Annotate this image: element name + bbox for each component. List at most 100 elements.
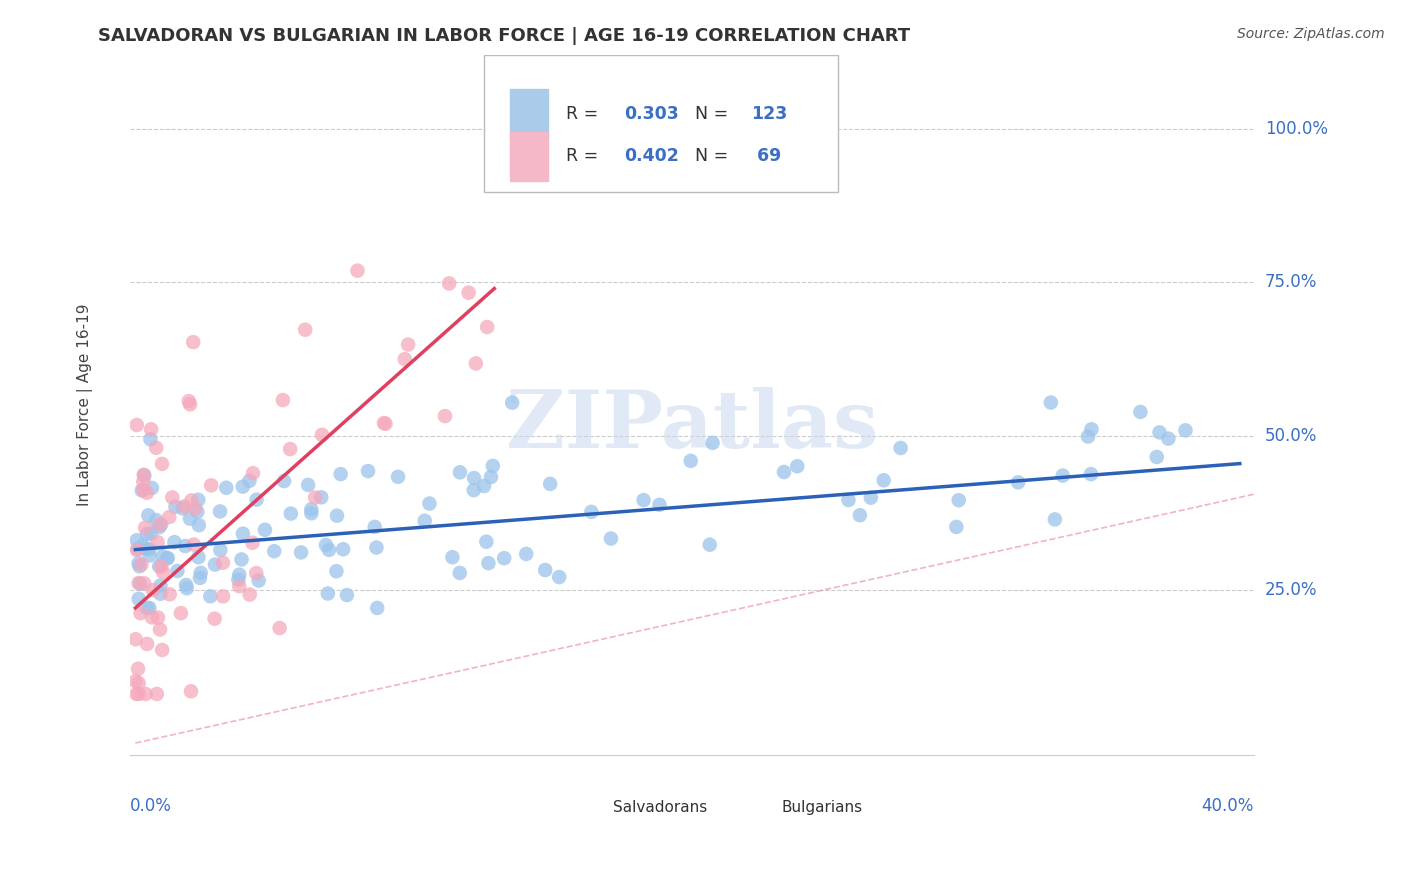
Text: In Labor Force | Age 16-19: In Labor Force | Age 16-19 (77, 304, 93, 507)
Point (433, 409, 456, 423)
Point (948, 493, 970, 508)
Point (316, 586, 339, 600)
Point (269, 621, 291, 635)
Point (136, 508, 159, 523)
Point (141, 481, 163, 495)
Point (271, 393, 294, 408)
FancyBboxPatch shape (484, 55, 838, 192)
Point (837, 493, 859, 508)
Point (472, 479, 495, 493)
Point (859, 491, 882, 505)
Point (290, 545, 312, 559)
Point (326, 508, 349, 523)
Point (159, 587, 181, 601)
Point (373, 416, 395, 430)
Point (581, 505, 603, 519)
Point (162, 491, 184, 505)
Point (786, 459, 808, 474)
Point (170, 606, 193, 620)
Point (125, 543, 148, 558)
Point (125, 417, 148, 432)
Point (332, 542, 354, 557)
Point (773, 465, 796, 479)
Point (128, 687, 150, 701)
Point (309, 491, 332, 505)
Point (200, 590, 222, 604)
Point (1039, 395, 1062, 409)
Point (179, 397, 201, 411)
Point (152, 549, 174, 564)
Text: 0.402: 0.402 (624, 147, 679, 166)
Point (1052, 468, 1074, 483)
Point (336, 588, 359, 602)
Point (152, 565, 174, 579)
Point (366, 601, 388, 615)
Point (231, 552, 253, 566)
Point (179, 511, 201, 525)
Point (132, 467, 155, 482)
Point (501, 395, 523, 409)
Point (449, 466, 471, 480)
Point (149, 578, 172, 592)
Point (475, 534, 498, 549)
Point (136, 637, 159, 651)
Point (357, 464, 380, 478)
Point (134, 468, 156, 483)
Point (679, 454, 702, 468)
Point (633, 493, 655, 508)
Point (139, 422, 162, 436)
Point (304, 491, 326, 505)
Point (699, 538, 721, 552)
Point (1043, 512, 1066, 526)
Point (172, 501, 194, 516)
FancyBboxPatch shape (510, 132, 548, 181)
Point (387, 470, 409, 484)
Point (1174, 423, 1197, 437)
Point (128, 576, 150, 591)
Point (437, 277, 460, 291)
Point (228, 567, 250, 582)
Point (180, 684, 202, 698)
Point (418, 497, 440, 511)
Point (165, 500, 187, 514)
Point (315, 538, 337, 552)
Point (138, 549, 160, 563)
Point (253, 523, 276, 537)
Point (238, 474, 260, 488)
Point (273, 474, 295, 488)
Text: 100.0%: 100.0% (1265, 120, 1327, 138)
Point (204, 612, 226, 626)
Point (174, 578, 197, 592)
Point (648, 498, 671, 512)
Point (174, 539, 197, 553)
Point (142, 583, 165, 598)
Point (125, 533, 148, 548)
Point (396, 337, 419, 351)
Point (177, 394, 200, 409)
Text: R =: R = (565, 147, 603, 166)
Point (184, 501, 207, 516)
Point (212, 590, 235, 604)
Point (156, 551, 179, 566)
Point (135, 485, 157, 500)
Point (157, 510, 180, 524)
Point (1080, 467, 1102, 482)
Point (294, 323, 316, 337)
Point (124, 632, 146, 647)
Point (477, 556, 499, 570)
Point (204, 558, 226, 572)
FancyBboxPatch shape (510, 89, 548, 137)
Point (890, 441, 912, 455)
Point (131, 483, 153, 498)
Point (166, 564, 188, 578)
Text: 0.303: 0.303 (624, 104, 679, 122)
Point (136, 601, 159, 615)
Point (534, 563, 557, 577)
Text: R =: R = (565, 104, 603, 122)
Point (134, 576, 156, 591)
Point (515, 547, 537, 561)
Point (1146, 450, 1168, 464)
Point (190, 566, 212, 580)
Point (146, 687, 169, 701)
Point (209, 543, 232, 558)
